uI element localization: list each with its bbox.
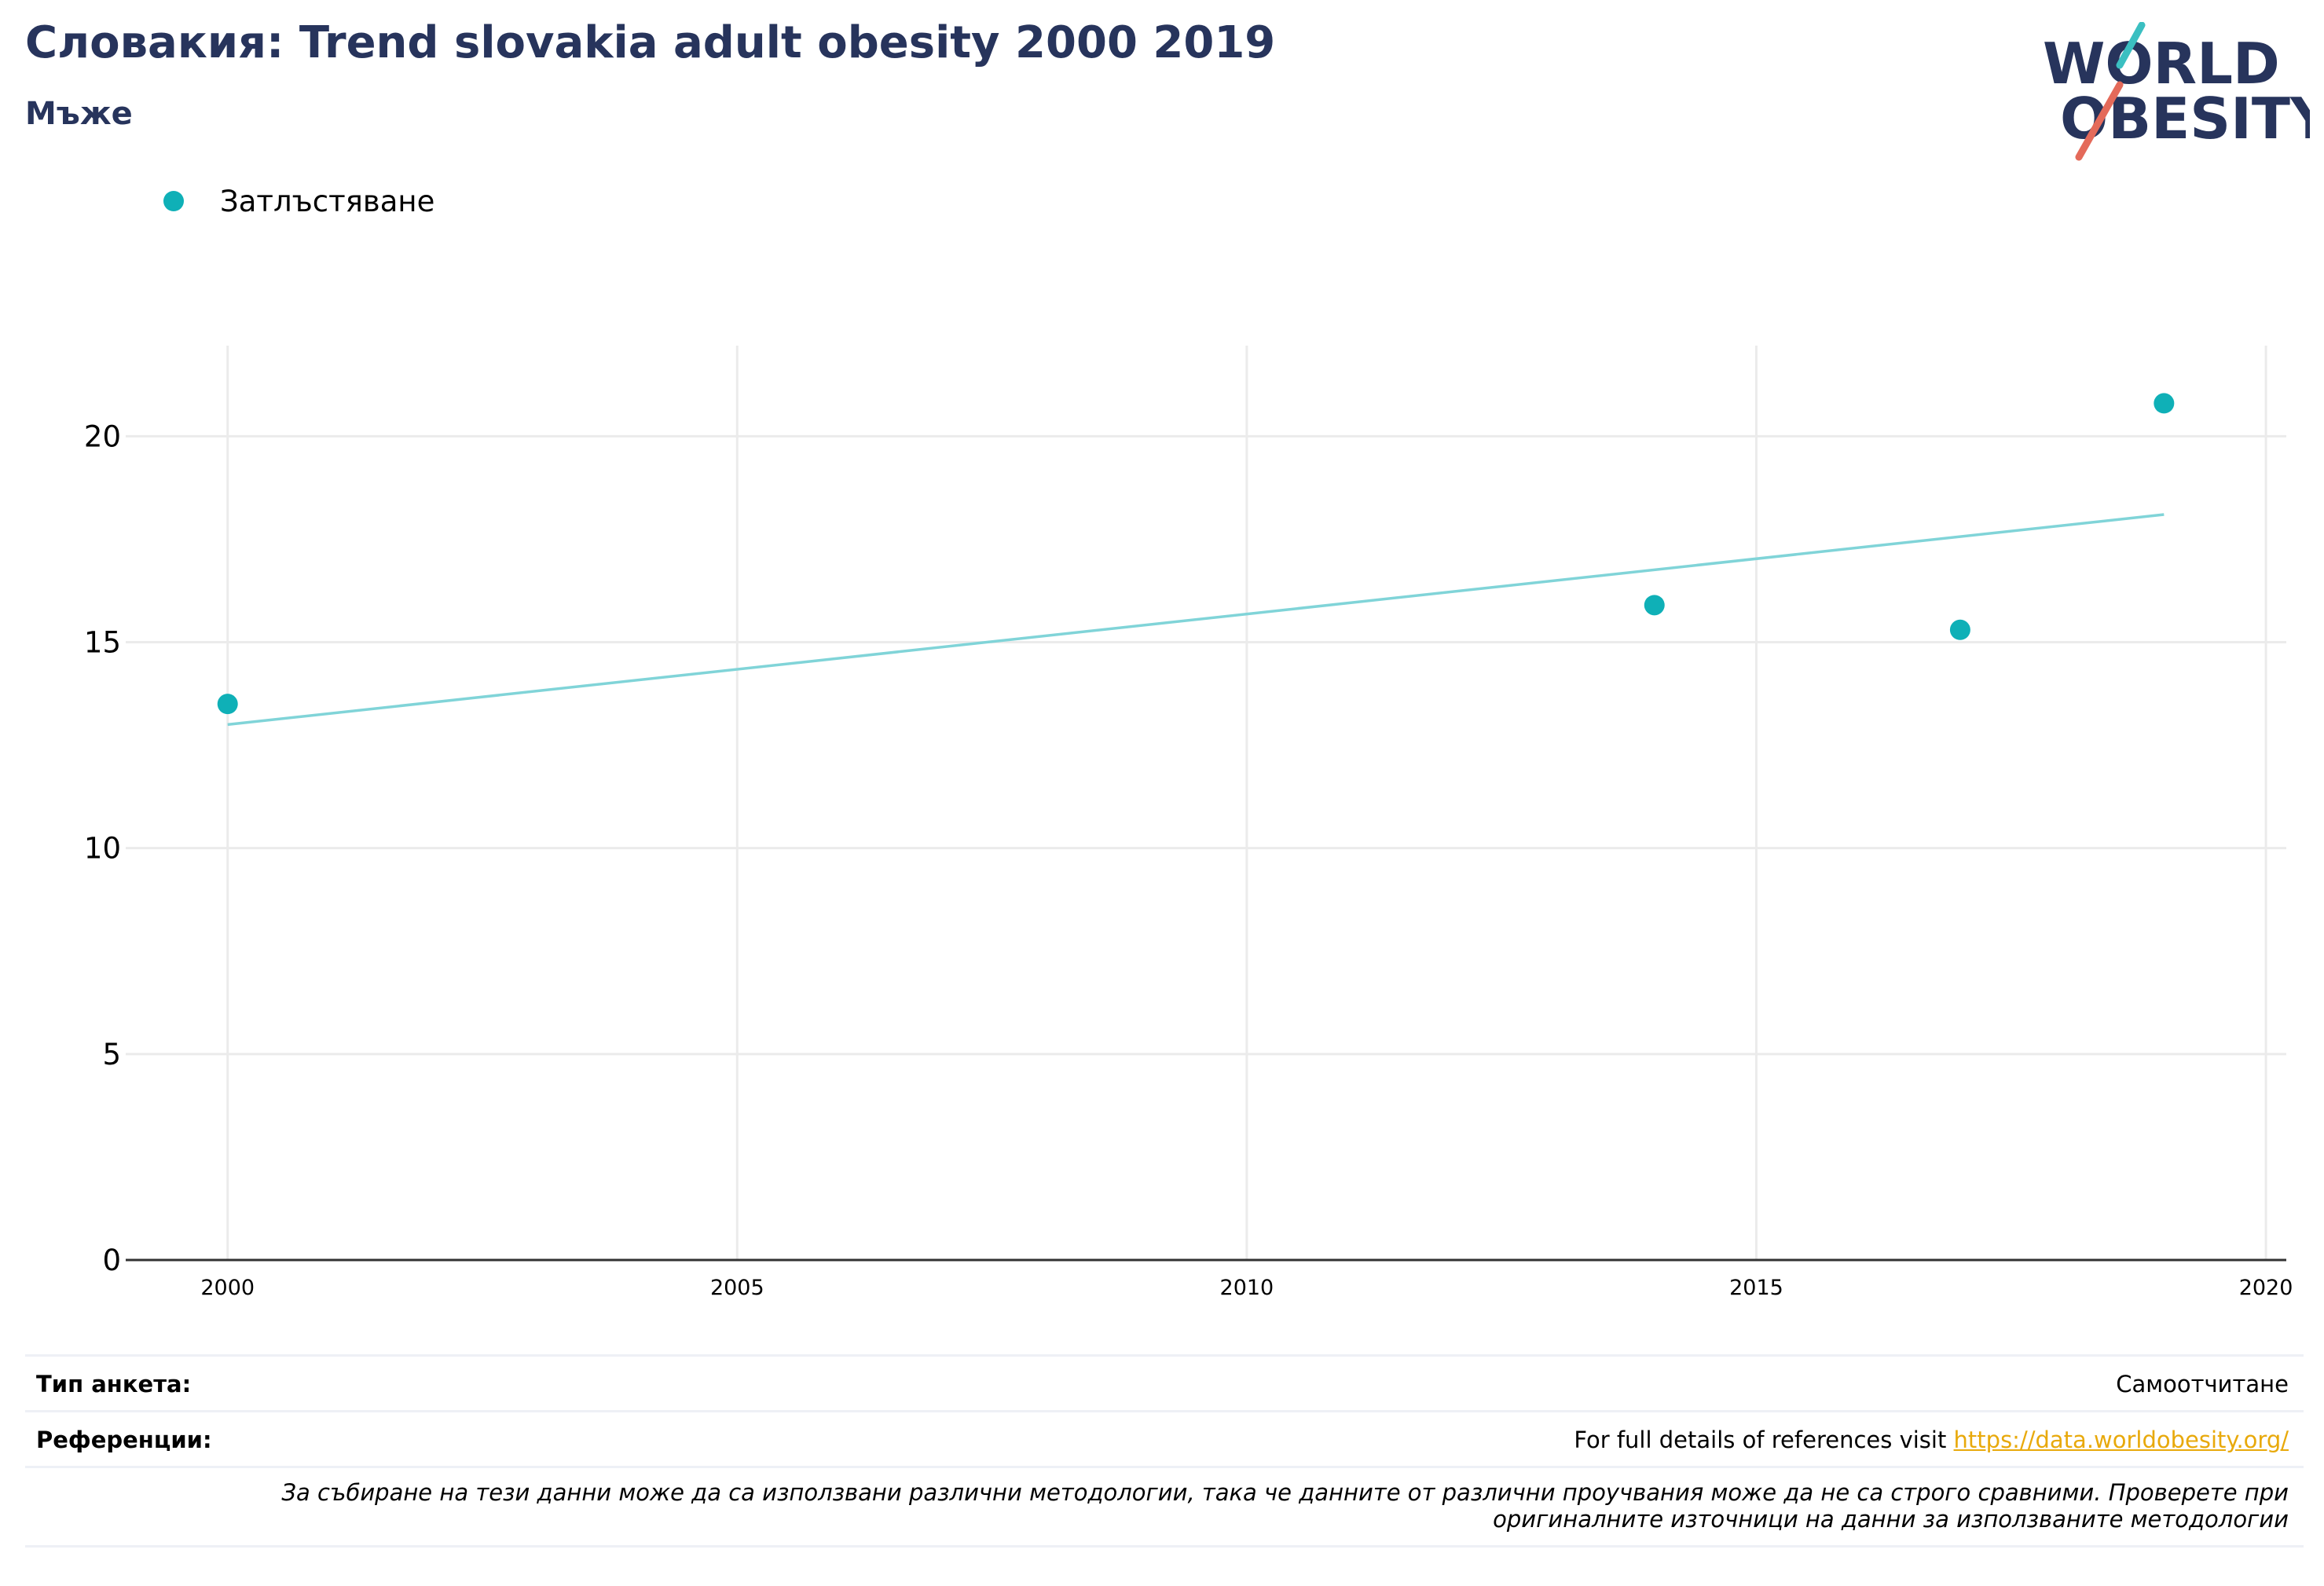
- survey-type-label: Тип анкета:: [36, 1371, 192, 1397]
- data-point: [2154, 393, 2175, 414]
- x-tick-label: 2015: [1729, 1276, 1783, 1300]
- x-tick-label: 2005: [710, 1276, 764, 1300]
- y-tick-label: 0: [102, 1244, 121, 1277]
- footer-divider: [25, 1545, 2304, 1548]
- footer-divider: [25, 1466, 2304, 1468]
- y-tick-label: 10: [84, 832, 121, 866]
- logo-word-world: WORLD: [2043, 31, 2280, 97]
- y-tick-label: 20: [84, 419, 121, 453]
- logo-slash-top: [2116, 22, 2146, 69]
- references-text: For full details of references visit: [1574, 1427, 1954, 1453]
- y-tick-label: 5: [102, 1038, 121, 1071]
- footer-divider: [25, 1410, 2304, 1412]
- footer-divider: [25, 1354, 2304, 1357]
- methodology-note-line-1: За събиране на тези данни може да са изп…: [281, 1479, 2289, 1506]
- data-point: [1644, 595, 1665, 616]
- survey-type-value: Самоотчитане: [2116, 1371, 2289, 1397]
- methodology-note-line-2: оригиналните източници на данни за изпол…: [1493, 1506, 2289, 1533]
- logo-slash-bottom: [2075, 81, 2124, 161]
- x-tick-label: 2010: [1220, 1276, 1274, 1300]
- data-point: [1949, 619, 1970, 640]
- x-tick-label: 2020: [2239, 1276, 2293, 1300]
- chart-subtitle: Мъже: [25, 96, 133, 132]
- x-tick-label: 2000: [200, 1276, 255, 1300]
- trend-line: [227, 513, 2165, 727]
- references-label: Референции:: [36, 1427, 212, 1453]
- y-tick-label: 15: [84, 626, 121, 660]
- data-point: [217, 694, 238, 715]
- methodology-note: За събиране на тези данни може да са изп…: [167, 1479, 2289, 1533]
- references-value: For full details of references visit htt…: [1574, 1427, 2289, 1453]
- legend-marker: [163, 191, 184, 211]
- legend[interactable]: Затлъстяване: [163, 182, 434, 220]
- chart-plot: 2000 2005 2010 2015 2020 0 5 10 15 20: [84, 346, 2293, 1300]
- references-link[interactable]: https://data.worldobesity.org/: [1953, 1427, 2289, 1453]
- world-obesity-logo: WORLD OBESITY: [2043, 22, 2310, 161]
- chart-title: Словакия: Trend slovakia adult obesity 2…: [25, 17, 1276, 68]
- legend-label: Затлъстяване: [220, 184, 435, 218]
